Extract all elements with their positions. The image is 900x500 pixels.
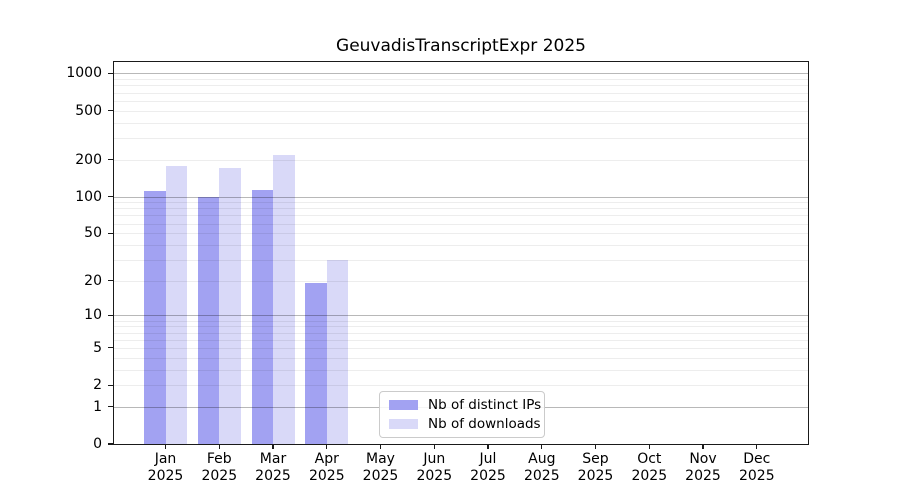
x-tick-mark-dec bbox=[756, 444, 758, 449]
legend-item-distinct-ips: Nb of distinct IPs bbox=[389, 397, 541, 413]
legend-label-downloads: Nb of downloads bbox=[428, 415, 541, 432]
y-tick-mark-500 bbox=[108, 110, 113, 112]
x-tick-mark-nov bbox=[702, 444, 704, 449]
legend: Nb of distinct IPs Nb of downloads bbox=[379, 391, 545, 438]
x-tick-label-sep: Sep 2025 bbox=[577, 451, 614, 484]
bar-downloads-mar bbox=[273, 155, 295, 444]
y-tick-mark-100 bbox=[108, 195, 113, 198]
y-tick-label-20: 20 bbox=[84, 272, 102, 289]
y-tick-label-0: 0 bbox=[93, 436, 102, 452]
bar-distinct-ips-apr bbox=[305, 283, 327, 444]
x-tick-label-dec: Dec 2025 bbox=[738, 451, 775, 484]
y-tick-label-500: 500 bbox=[75, 102, 102, 119]
y-tick-mark-1000 bbox=[108, 72, 113, 74]
x-tick-label-aug: Aug 2025 bbox=[523, 451, 560, 484]
y-tick-label-10: 10 bbox=[84, 307, 102, 324]
legend-item-downloads: Nb of downloads bbox=[389, 416, 541, 432]
bar-distinct-ips-mar bbox=[251, 189, 273, 444]
y-tick-mark-20 bbox=[108, 280, 113, 282]
y-tick-mark-5 bbox=[108, 347, 113, 349]
y-tick-label-2: 2 bbox=[93, 377, 102, 394]
y-tick-mark-200 bbox=[108, 159, 113, 161]
x-tick-mark-aug bbox=[541, 444, 543, 449]
chart-title: GeuvadisTranscriptExpr 2025 bbox=[336, 36, 586, 56]
y-tick-mark-1 bbox=[108, 406, 113, 408]
x-tick-mark-may bbox=[379, 444, 382, 449]
y-tick-mark-2 bbox=[108, 384, 113, 386]
bar-distinct-ips-jan bbox=[144, 190, 166, 444]
legend-swatch-distinct-ips bbox=[389, 400, 418, 410]
y-tick-label-1000: 1000 bbox=[66, 65, 102, 82]
y-tick-label-1: 1 bbox=[93, 398, 102, 415]
x-tick-label-feb: Feb 2025 bbox=[201, 451, 238, 484]
x-tick-mark-oct bbox=[648, 444, 650, 449]
x-tick-label-apr: Apr 2025 bbox=[308, 451, 345, 484]
x-tick-mark-feb bbox=[218, 444, 220, 449]
bar-distinct-ips-feb bbox=[197, 196, 220, 444]
y-tick-label-100: 100 bbox=[75, 188, 102, 205]
bar-downloads-jan bbox=[165, 166, 187, 444]
x-tick-label-oct: Oct 2025 bbox=[631, 451, 668, 484]
y-tick-mark-0 bbox=[108, 443, 113, 445]
x-tick-mark-apr bbox=[326, 444, 328, 449]
x-tick-label-may: May 2025 bbox=[362, 451, 399, 484]
x-tick-mark-mar bbox=[272, 444, 274, 449]
y-tick-label-5: 5 bbox=[93, 339, 102, 356]
x-tick-label-jun: Jun 2025 bbox=[416, 451, 453, 484]
y-tick-label-50: 50 bbox=[84, 225, 102, 242]
x-tick-mark-jul bbox=[487, 444, 489, 449]
x-tick-label-jan: Jan 2025 bbox=[147, 451, 184, 484]
legend-swatch-downloads bbox=[389, 419, 418, 429]
y-tick-mark-10 bbox=[108, 314, 113, 316]
x-tick-label-nov: Nov 2025 bbox=[685, 451, 721, 484]
y-tick-mark-50 bbox=[108, 232, 113, 234]
x-tick-label-jul: Jul 2025 bbox=[470, 451, 506, 484]
x-tick-label-mar: Mar 2025 bbox=[255, 451, 291, 484]
y-tick-label-200: 200 bbox=[75, 151, 102, 168]
legend-label-distinct-ips: Nb of distinct IPs bbox=[428, 396, 542, 413]
bar-downloads-feb bbox=[219, 168, 241, 444]
x-tick-mark-jun bbox=[433, 444, 435, 449]
x-tick-mark-jan bbox=[164, 444, 167, 449]
x-tick-mark-sep bbox=[594, 444, 597, 449]
bar-downloads-apr bbox=[326, 259, 349, 444]
